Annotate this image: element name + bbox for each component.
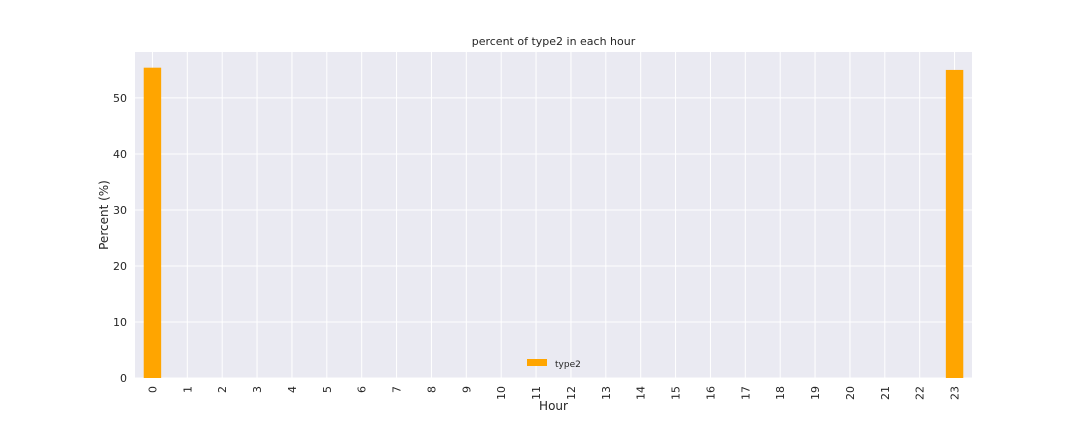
y-axis-ticks: 0 10 20 30 40 50 [113, 92, 127, 385]
y-tick-label: 10 [113, 316, 127, 329]
x-tick-label: 4 [286, 386, 299, 393]
x-tick-label: 3 [251, 386, 264, 393]
x-tick-label: 2 [216, 386, 229, 393]
bars [143, 67, 964, 379]
y-tick-label: 20 [113, 260, 127, 273]
x-tick-label: 5 [321, 386, 334, 393]
legend-label-type2: type2 [555, 360, 581, 370]
y-tick-label: 40 [113, 148, 127, 161]
x-tick-label: 9 [460, 386, 473, 393]
bar-23 [945, 69, 964, 378]
x-tick-label: 20 [844, 386, 857, 400]
x-tick-label: 10 [495, 386, 508, 400]
x-tick-label: 17 [739, 386, 752, 400]
x-tick-label: 22 [914, 386, 927, 400]
legend: type2 [527, 359, 581, 370]
x-tick-label: 14 [635, 386, 648, 400]
x-tick-label: 18 [774, 386, 787, 400]
legend-swatch-type2 [527, 359, 547, 366]
x-tick-label: 21 [879, 386, 892, 400]
chart-title: percent of type2 in each hour [472, 35, 636, 48]
bar-0 [143, 67, 162, 379]
x-tick-label: 15 [670, 386, 683, 400]
x-tick-label: 11 [530, 386, 543, 400]
x-tick-label: 7 [391, 386, 404, 393]
y-axis-label: Percent (%) [97, 180, 111, 250]
y-tick-label: 30 [113, 204, 127, 217]
grid-lines [135, 52, 972, 379]
x-tick-label: 1 [181, 386, 194, 393]
x-tick-label: 23 [949, 386, 962, 400]
x-tick-label: 16 [704, 386, 717, 400]
x-tick-label: 19 [809, 386, 822, 400]
y-tick-label: 0 [120, 372, 127, 385]
y-tick-label: 50 [113, 92, 127, 105]
x-axis-label: Hour [539, 399, 568, 413]
x-tick-label: 8 [425, 386, 438, 393]
plot-area [135, 52, 972, 378]
x-tick-label: 0 [146, 386, 159, 393]
x-tick-label: 6 [356, 386, 369, 393]
x-tick-label: 13 [600, 386, 613, 400]
x-tick-label: 12 [565, 386, 578, 400]
x-axis-ticks: 0 1 2 3 4 5 6 7 8 9 10 11 12 13 14 15 16 17 18 19 20 21 22 23 [146, 386, 961, 400]
